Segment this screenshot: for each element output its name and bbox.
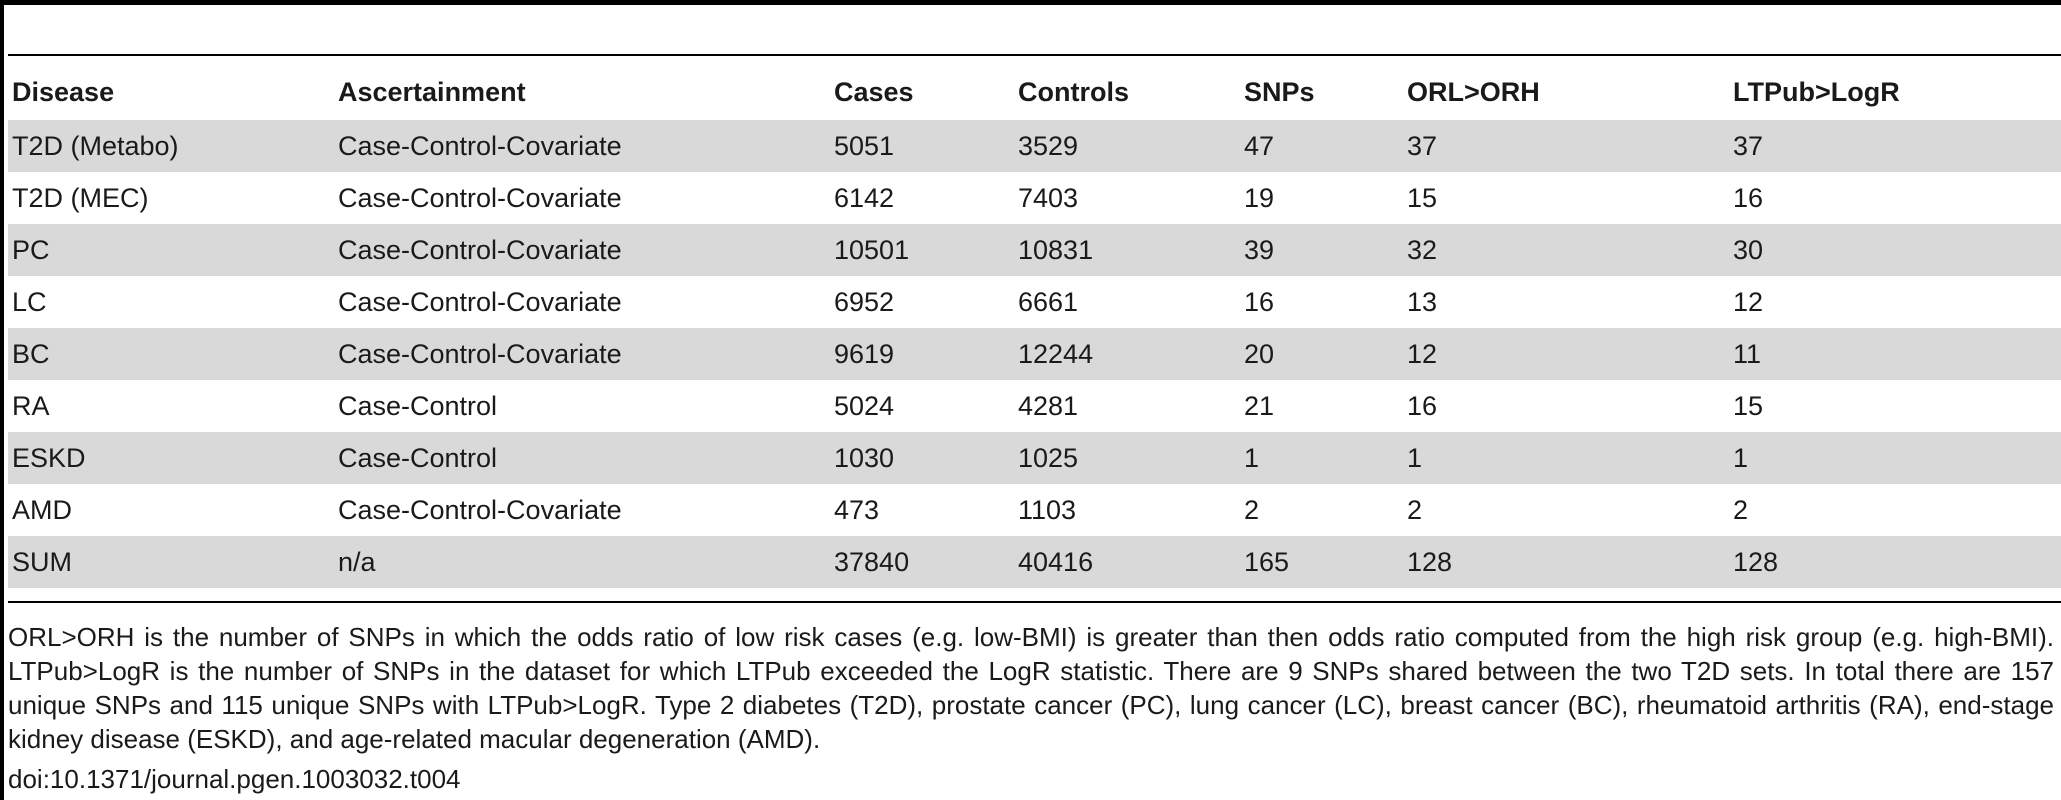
table-cell: Case-Control	[338, 390, 498, 421]
table-cell: RA	[12, 390, 50, 421]
table-cell: 1	[1403, 432, 1729, 484]
table-cell: 37	[1729, 120, 2061, 172]
results-table: Disease Ascertainment Cases Controls SNP…	[8, 64, 2061, 588]
table-cell: 12	[1733, 286, 1764, 317]
table-cell: 10501	[830, 224, 1014, 276]
table-cell: 37840	[830, 536, 1014, 588]
table-cell: 1	[1729, 432, 2061, 484]
header-row: Disease Ascertainment Cases Controls SNP…	[8, 64, 2061, 120]
table-row: BC Case-Control-Covariate 9619 12244 20 12 11	[8, 328, 2061, 380]
table-cell: 1025	[1014, 432, 1240, 484]
table-cell: 32	[1403, 224, 1729, 276]
table-cell: 5051	[830, 120, 1014, 172]
table-cell: 16	[1407, 390, 1438, 421]
table-cell: Case-Control-Covariate	[338, 286, 622, 317]
header-ltpub-logr: LTPub>LogR	[1733, 76, 1900, 107]
table-cell: 165	[1240, 536, 1403, 588]
table-cell: T2D (MEC)	[12, 182, 149, 213]
table-cell: 6661	[1018, 286, 1079, 317]
table-row: RA Case-Control 5024 4281 21 16 15	[8, 380, 2061, 432]
table-cell: 2	[1244, 494, 1260, 525]
table-cell: Case-Control-Covariate	[334, 120, 830, 172]
table-cell: 20	[1240, 328, 1403, 380]
table-cell: 1103	[1018, 494, 1077, 525]
header-ascertainment: Ascertainment	[338, 76, 526, 107]
table-cell: 9619	[830, 328, 1014, 380]
doi-text: doi:10.1371/journal.pgen.1003032.t004	[8, 764, 461, 794]
table-row: PC Case-Control-Covariate 10501 10831 39 32 30	[8, 224, 2061, 276]
table-cell: n/a	[334, 536, 830, 588]
table-cell: 2	[1733, 494, 1749, 525]
top-border-rule	[0, 0, 2061, 5]
table-cell: PC	[8, 224, 334, 276]
table-row: LC Case-Control-Covariate 6952 6661 16 13 12	[8, 276, 2061, 328]
table-row: SUM n/a 37840 40416 165 128 128	[8, 536, 2061, 588]
table-cell: LC	[12, 286, 47, 317]
table-header: Disease Ascertainment Cases Controls SNP…	[8, 64, 2061, 120]
header-disease: Disease	[12, 76, 115, 107]
header-top-rule	[8, 54, 2061, 56]
table-cell: 19	[1244, 182, 1275, 213]
table-cell: Case-Control-Covariate	[338, 494, 622, 525]
table-cell: 6142	[834, 182, 895, 213]
header-snps: SNPs	[1244, 76, 1315, 107]
table-footnote: ORL>ORH is the number of SNPs in which t…	[8, 622, 2054, 754]
table-row: T2D (Metabo) Case-Control-Covariate 5051 35…	[8, 120, 2061, 172]
header-controls: Controls	[1018, 76, 1129, 107]
table-cell: 1	[1240, 432, 1403, 484]
table-cell: 16	[1733, 182, 1764, 213]
left-border-rule	[0, 0, 4, 800]
table-cell: 15	[1407, 182, 1438, 213]
table-cell: 40416	[1014, 536, 1240, 588]
table-cell: Case-Control-Covariate	[334, 224, 830, 276]
table-cell: 21	[1244, 390, 1275, 421]
table-cell: 2	[1407, 494, 1423, 525]
table-bottom-rule	[8, 601, 2061, 603]
table-cell: 6952	[834, 286, 895, 317]
table-cell: Case-Control-Covariate	[334, 328, 830, 380]
table-cell: ESKD	[8, 432, 334, 484]
table-cell: 4281	[1018, 390, 1079, 421]
table-cell: 128	[1403, 536, 1729, 588]
table-cell: 10831	[1014, 224, 1240, 276]
table-cell: 128	[1729, 536, 2061, 588]
table-cell: 5024	[834, 390, 895, 421]
table-row: ESKD Case-Control 1030 1025 1 1 1	[8, 432, 2061, 484]
table-cell: 12244	[1014, 328, 1240, 380]
table-cell: 15	[1733, 390, 1764, 421]
table-cell: AMD	[12, 494, 72, 525]
table-cell: 1030	[830, 432, 1014, 484]
table-cell: Case-Control	[334, 432, 830, 484]
table-cell: BC	[8, 328, 334, 380]
table-cell: 30	[1729, 224, 2061, 276]
table-cell: T2D (Metabo)	[8, 120, 334, 172]
table-cell: 473	[834, 494, 880, 525]
table-cell: 16	[1244, 286, 1275, 317]
table-body: T2D (Metabo) Case-Control-Covariate 5051 35…	[8, 120, 2061, 588]
table-cell: 3529	[1014, 120, 1240, 172]
table-row: T2D (MEC) Case-Control-Covariate 6142 7403 1…	[8, 172, 2061, 224]
table-cell: 39	[1240, 224, 1403, 276]
header-cases: Cases	[834, 76, 914, 107]
table-cell: 13	[1407, 286, 1438, 317]
header-orl-orh: ORL>ORH	[1407, 76, 1540, 107]
table-cell: 47	[1240, 120, 1403, 172]
table-cell: 11	[1729, 328, 2061, 380]
table-cell: 12	[1403, 328, 1729, 380]
table-row: AMD Case-Control-Covariate 473 1103 2 2 2	[8, 484, 2061, 536]
table-cell: 37	[1403, 120, 1729, 172]
table-cell: Case-Control-Covariate	[338, 182, 622, 213]
table-cell: SUM	[8, 536, 334, 588]
table-cell: 7403	[1018, 182, 1079, 213]
